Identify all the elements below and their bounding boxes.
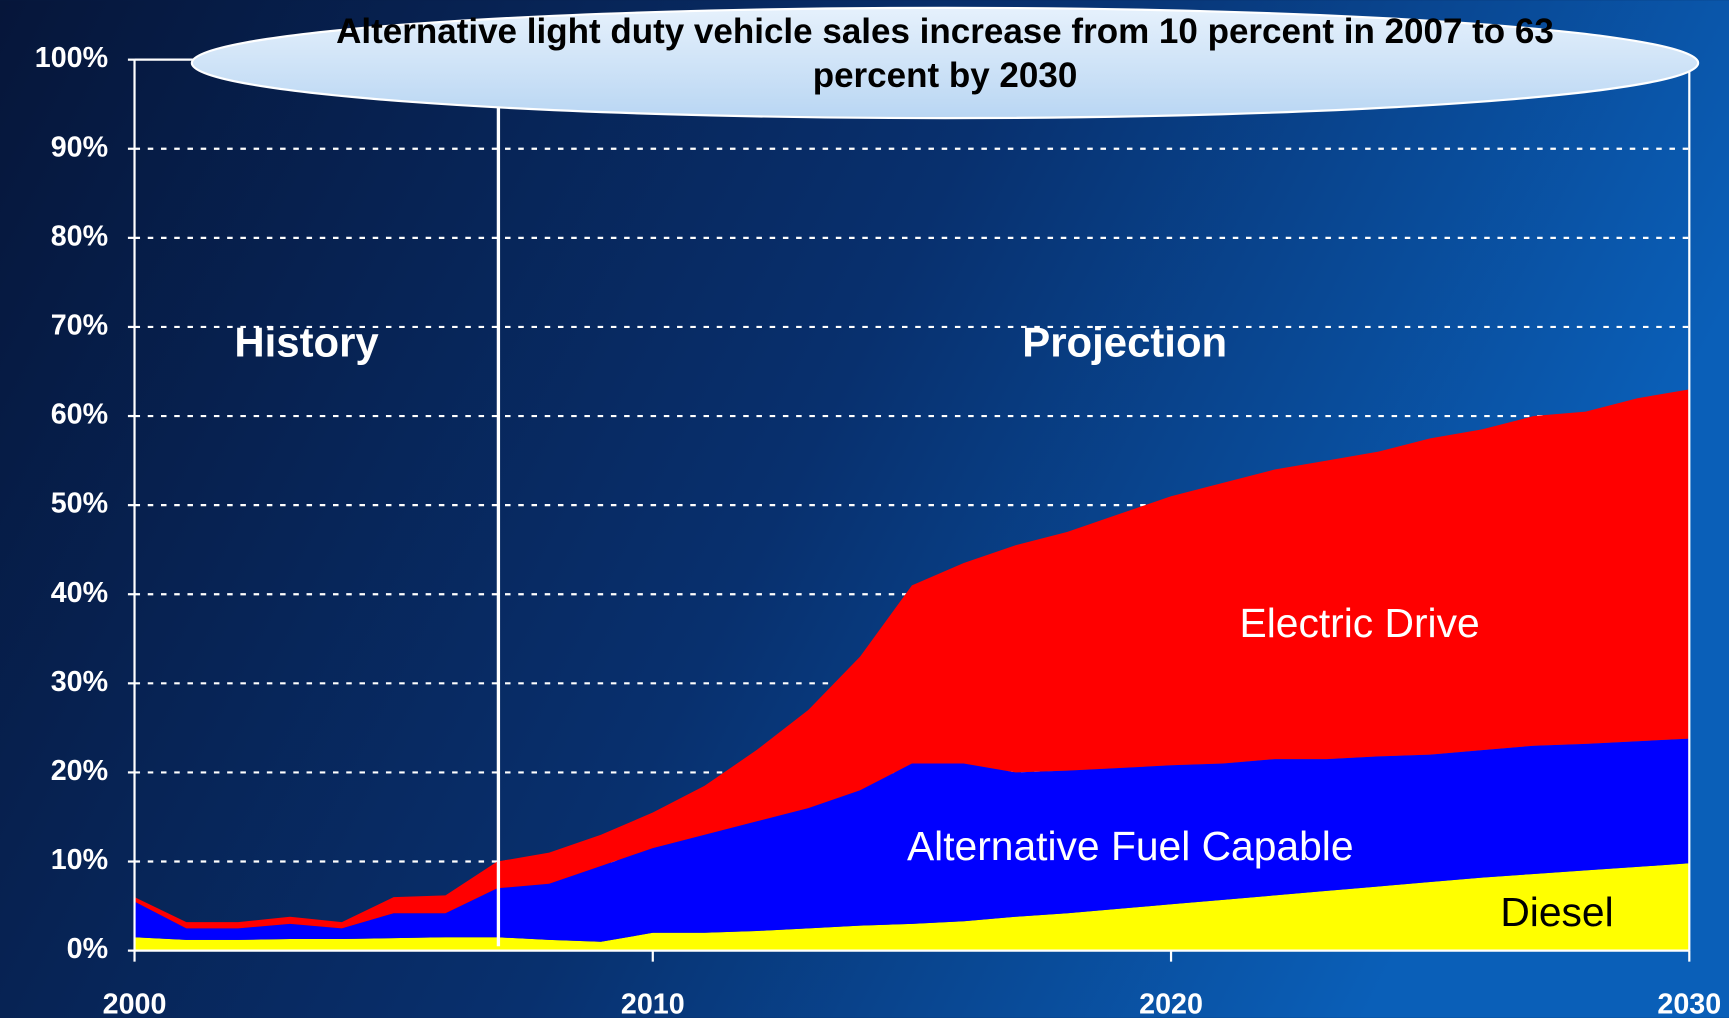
y-tick-label: 10% xyxy=(51,844,108,876)
y-tick-label: 90% xyxy=(51,131,108,163)
area xyxy=(134,863,1690,951)
x-tick-label: 2000 xyxy=(103,988,167,1018)
series-label: Alternative Fuel Capable xyxy=(907,823,1354,869)
y-tick-label: 60% xyxy=(51,399,108,431)
area xyxy=(134,389,1690,929)
x-tick-label: 2020 xyxy=(1139,988,1203,1018)
y-tick-label: 40% xyxy=(51,577,108,609)
chart-title: Alternative light duty vehicle sales inc… xyxy=(336,12,1554,95)
y-tick-label: 100% xyxy=(35,42,108,74)
title-bubble xyxy=(190,6,1700,120)
series-label: Electric Drive xyxy=(1240,600,1480,646)
grid xyxy=(127,58,1691,962)
y-tick-label: 50% xyxy=(51,488,108,520)
y-tick-label: 80% xyxy=(51,220,108,252)
y-tick-label: 0% xyxy=(67,933,108,965)
series-label: Diesel xyxy=(1500,889,1613,935)
annotation: History xyxy=(234,318,379,365)
x-tick-label: 2030 xyxy=(1657,988,1721,1018)
area xyxy=(134,738,1690,942)
areas xyxy=(134,389,1690,951)
y-tick-label: 20% xyxy=(51,755,108,787)
y-tick-label: 30% xyxy=(51,666,108,698)
y-tick-label: 70% xyxy=(51,310,108,342)
annotation: Projection xyxy=(1022,318,1227,365)
x-tick-label: 2010 xyxy=(621,988,685,1018)
labels: Diesel Alternative Fuel Capable Electric D… xyxy=(907,600,1614,935)
